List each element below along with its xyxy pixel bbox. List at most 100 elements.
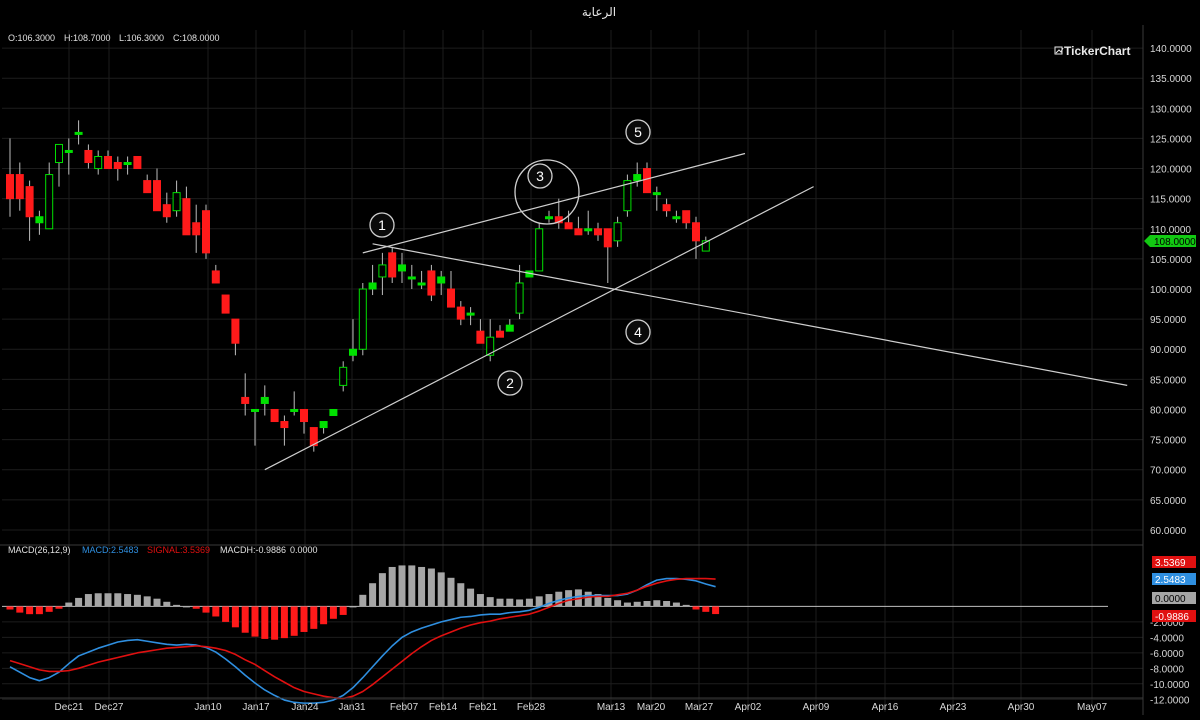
date-tick-label: Feb07	[390, 702, 419, 713]
macd-tick-label: -8.0000	[1150, 664, 1184, 675]
axis-layer: 140.0000135.0000130.0000125.0000120.0000…	[0, 25, 1192, 715]
candle-body	[407, 276, 416, 280]
signal-value: SIGNAL:3.5369	[147, 545, 210, 555]
candle-body	[45, 174, 54, 230]
candle	[290, 391, 299, 416]
date-tick-label: Jan31	[338, 702, 366, 713]
candle-body	[231, 318, 240, 344]
candle	[64, 138, 73, 175]
macd-histogram-bar	[516, 599, 524, 607]
date-tick-label: Apr30	[1008, 702, 1035, 713]
date-tick-label: Jan17	[242, 702, 270, 713]
candle	[15, 162, 24, 211]
macd-histogram-bar	[241, 606, 249, 633]
candle	[701, 236, 710, 252]
candle	[202, 204, 210, 259]
price-tick-label: 95.0000	[1150, 315, 1187, 326]
date-tick-label: Feb28	[517, 702, 546, 713]
macd-histogram-bar	[349, 606, 357, 608]
candle-body	[643, 168, 651, 194]
macd-histogram-bar	[231, 606, 239, 628]
price-tick-label: 80.0000	[1150, 405, 1187, 416]
price-tick-label: 65.0000	[1150, 496, 1187, 507]
candle	[123, 156, 132, 175]
candle-body	[260, 396, 269, 404]
candle	[398, 252, 406, 283]
candle	[6, 138, 14, 217]
price-candles	[6, 120, 710, 452]
candle-body	[113, 162, 122, 170]
candle	[388, 246, 397, 283]
macd-histogram-bar	[712, 606, 720, 615]
macd-histogram-bar	[6, 606, 14, 610]
candle	[280, 415, 289, 446]
price-tick-label: 100.0000	[1150, 285, 1192, 296]
candle-body	[496, 330, 504, 338]
macd-histogram-bar	[525, 598, 533, 607]
candle	[192, 204, 201, 253]
price-tick-label: 70.0000	[1150, 466, 1187, 477]
candle	[45, 162, 54, 230]
candle	[643, 162, 651, 194]
macd-histogram-bar	[418, 566, 426, 607]
candle-body	[574, 228, 583, 236]
wave-label-2-text: 2	[506, 375, 514, 391]
candle-body	[437, 276, 446, 284]
date-tick-label: Apr02	[735, 702, 762, 713]
macd-histogram-bar	[114, 593, 122, 607]
candle	[613, 216, 622, 247]
ohlc-open: O:106.3000	[8, 33, 55, 43]
candle-body	[211, 270, 220, 284]
hist-badge-text: -0.9886	[1155, 612, 1189, 623]
candle-body	[505, 324, 514, 332]
macd-histogram-bar	[192, 606, 200, 609]
price-tick-label: 85.0000	[1150, 375, 1187, 386]
candle	[74, 120, 83, 145]
candle-body	[603, 228, 612, 248]
candle-body	[309, 427, 318, 447]
lower-support-trendline	[264, 186, 814, 471]
macd-histogram-bar	[378, 573, 386, 607]
macd-tick-label: -10.0000	[1150, 680, 1190, 691]
macd-histogram-bar	[124, 594, 132, 607]
candle-body	[64, 149, 73, 153]
candle	[35, 210, 44, 235]
candle	[545, 210, 553, 223]
macd-panel	[2, 565, 1108, 704]
candle	[113, 156, 122, 181]
candle	[153, 168, 161, 212]
candle-body	[241, 396, 250, 404]
wave-3-highlight-circle	[514, 159, 580, 225]
candle	[55, 143, 63, 187]
macd-histogram-bar	[202, 606, 210, 613]
candle-body	[701, 240, 710, 252]
candle-body	[329, 408, 338, 417]
candle-body	[172, 192, 181, 212]
candle	[211, 264, 220, 284]
macd-histogram-bar	[133, 594, 141, 607]
macd-histogram-bar	[320, 606, 328, 625]
macd-histogram-bar	[182, 606, 190, 608]
candle-body	[486, 336, 495, 356]
candle-body	[300, 408, 308, 423]
candle-body	[623, 180, 632, 212]
macd-badge-text: 2.5483	[1155, 575, 1186, 586]
macd-histogram-bar	[408, 565, 416, 607]
macd-histogram-bar	[486, 597, 494, 607]
candle	[329, 408, 338, 417]
macd-histogram-bar	[35, 606, 43, 615]
macd-tick-label: -12.0000	[1150, 695, 1190, 706]
macd-histogram-bar	[555, 591, 563, 607]
ohlc-low: L:106.3000	[119, 33, 164, 43]
candle-body	[456, 306, 465, 320]
candle	[260, 385, 269, 416]
macd-histogram-bar	[339, 606, 347, 615]
price-tick-label: 60.0000	[1150, 526, 1187, 537]
macd-badge	[1152, 573, 1196, 585]
macd-histogram-bar	[614, 600, 622, 607]
candle	[378, 252, 387, 296]
candle-body	[143, 180, 152, 194]
candle-body	[270, 408, 279, 423]
